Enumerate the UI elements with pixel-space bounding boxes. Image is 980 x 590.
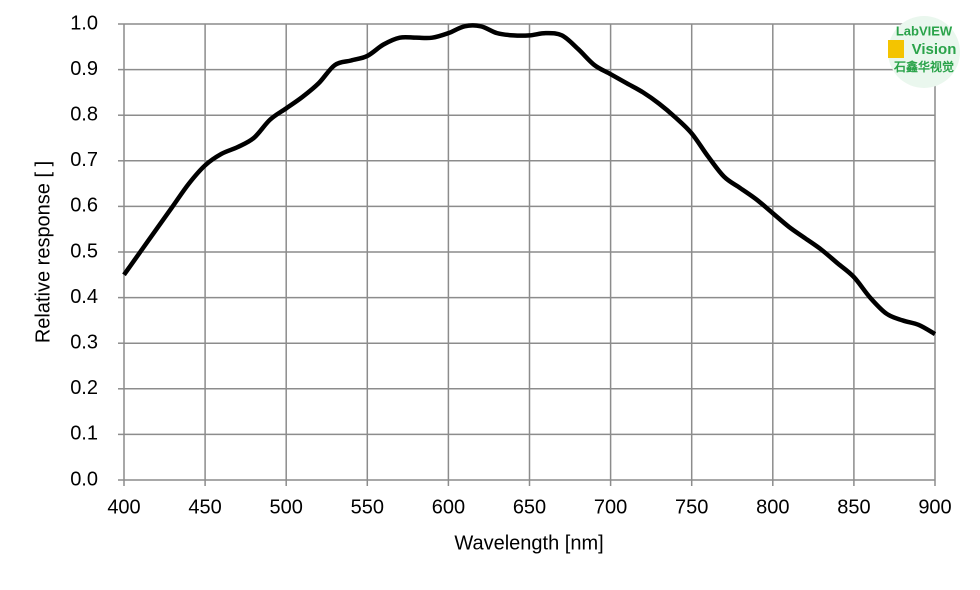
- x-tick-label: 450: [188, 496, 221, 518]
- y-tick-label: 0.1: [70, 423, 98, 445]
- logo-text: LabVIEW: [896, 23, 953, 38]
- logo-badge: [888, 16, 960, 88]
- plot: 0.0 0.1 0.2 0.3 0.4 0.5 0.6 0.7 0.8 0.9 1.0 400 450 5…: [70, 12, 952, 518]
- logo-text: 石鑫华视觉: [893, 59, 954, 74]
- x-tick-label: 850: [837, 496, 870, 518]
- x-axis-label: Wavelength [nm]: [454, 532, 603, 554]
- y-tick-label: 0.9: [70, 58, 98, 80]
- logo: LabVIEW Vision 石鑫华视觉: [888, 16, 960, 88]
- x-tick-label: 600: [432, 496, 465, 518]
- y-tick-label: 0.8: [70, 103, 98, 125]
- y-tick-label: 0.6: [70, 195, 98, 217]
- x-tick-label: 650: [513, 496, 546, 518]
- y-tick-label: 0.7: [70, 149, 98, 171]
- y-tick-label: 0.5: [70, 240, 98, 262]
- x-tick-label: 550: [351, 496, 384, 518]
- x-tick-label: 750: [675, 496, 708, 518]
- x-tick-label: 400: [107, 496, 140, 518]
- y-axis-label: Relative response [ ]: [32, 161, 54, 343]
- y-tick-label: 1.0: [70, 12, 98, 34]
- x-tick-label: 800: [756, 496, 789, 518]
- x-tick-label: 900: [918, 496, 951, 518]
- x-tick-label: 700: [594, 496, 627, 518]
- logo-icon: [888, 40, 904, 58]
- y-tick-label: 0.4: [70, 286, 98, 308]
- y-tick-label: 0.0: [70, 468, 98, 490]
- logo-text: Vision: [912, 41, 957, 58]
- data-line: [122, 23, 937, 337]
- y-tick-label: 0.2: [70, 377, 98, 399]
- x-tick-label: 500: [270, 496, 303, 518]
- y-tick-label: 0.3: [70, 331, 98, 353]
